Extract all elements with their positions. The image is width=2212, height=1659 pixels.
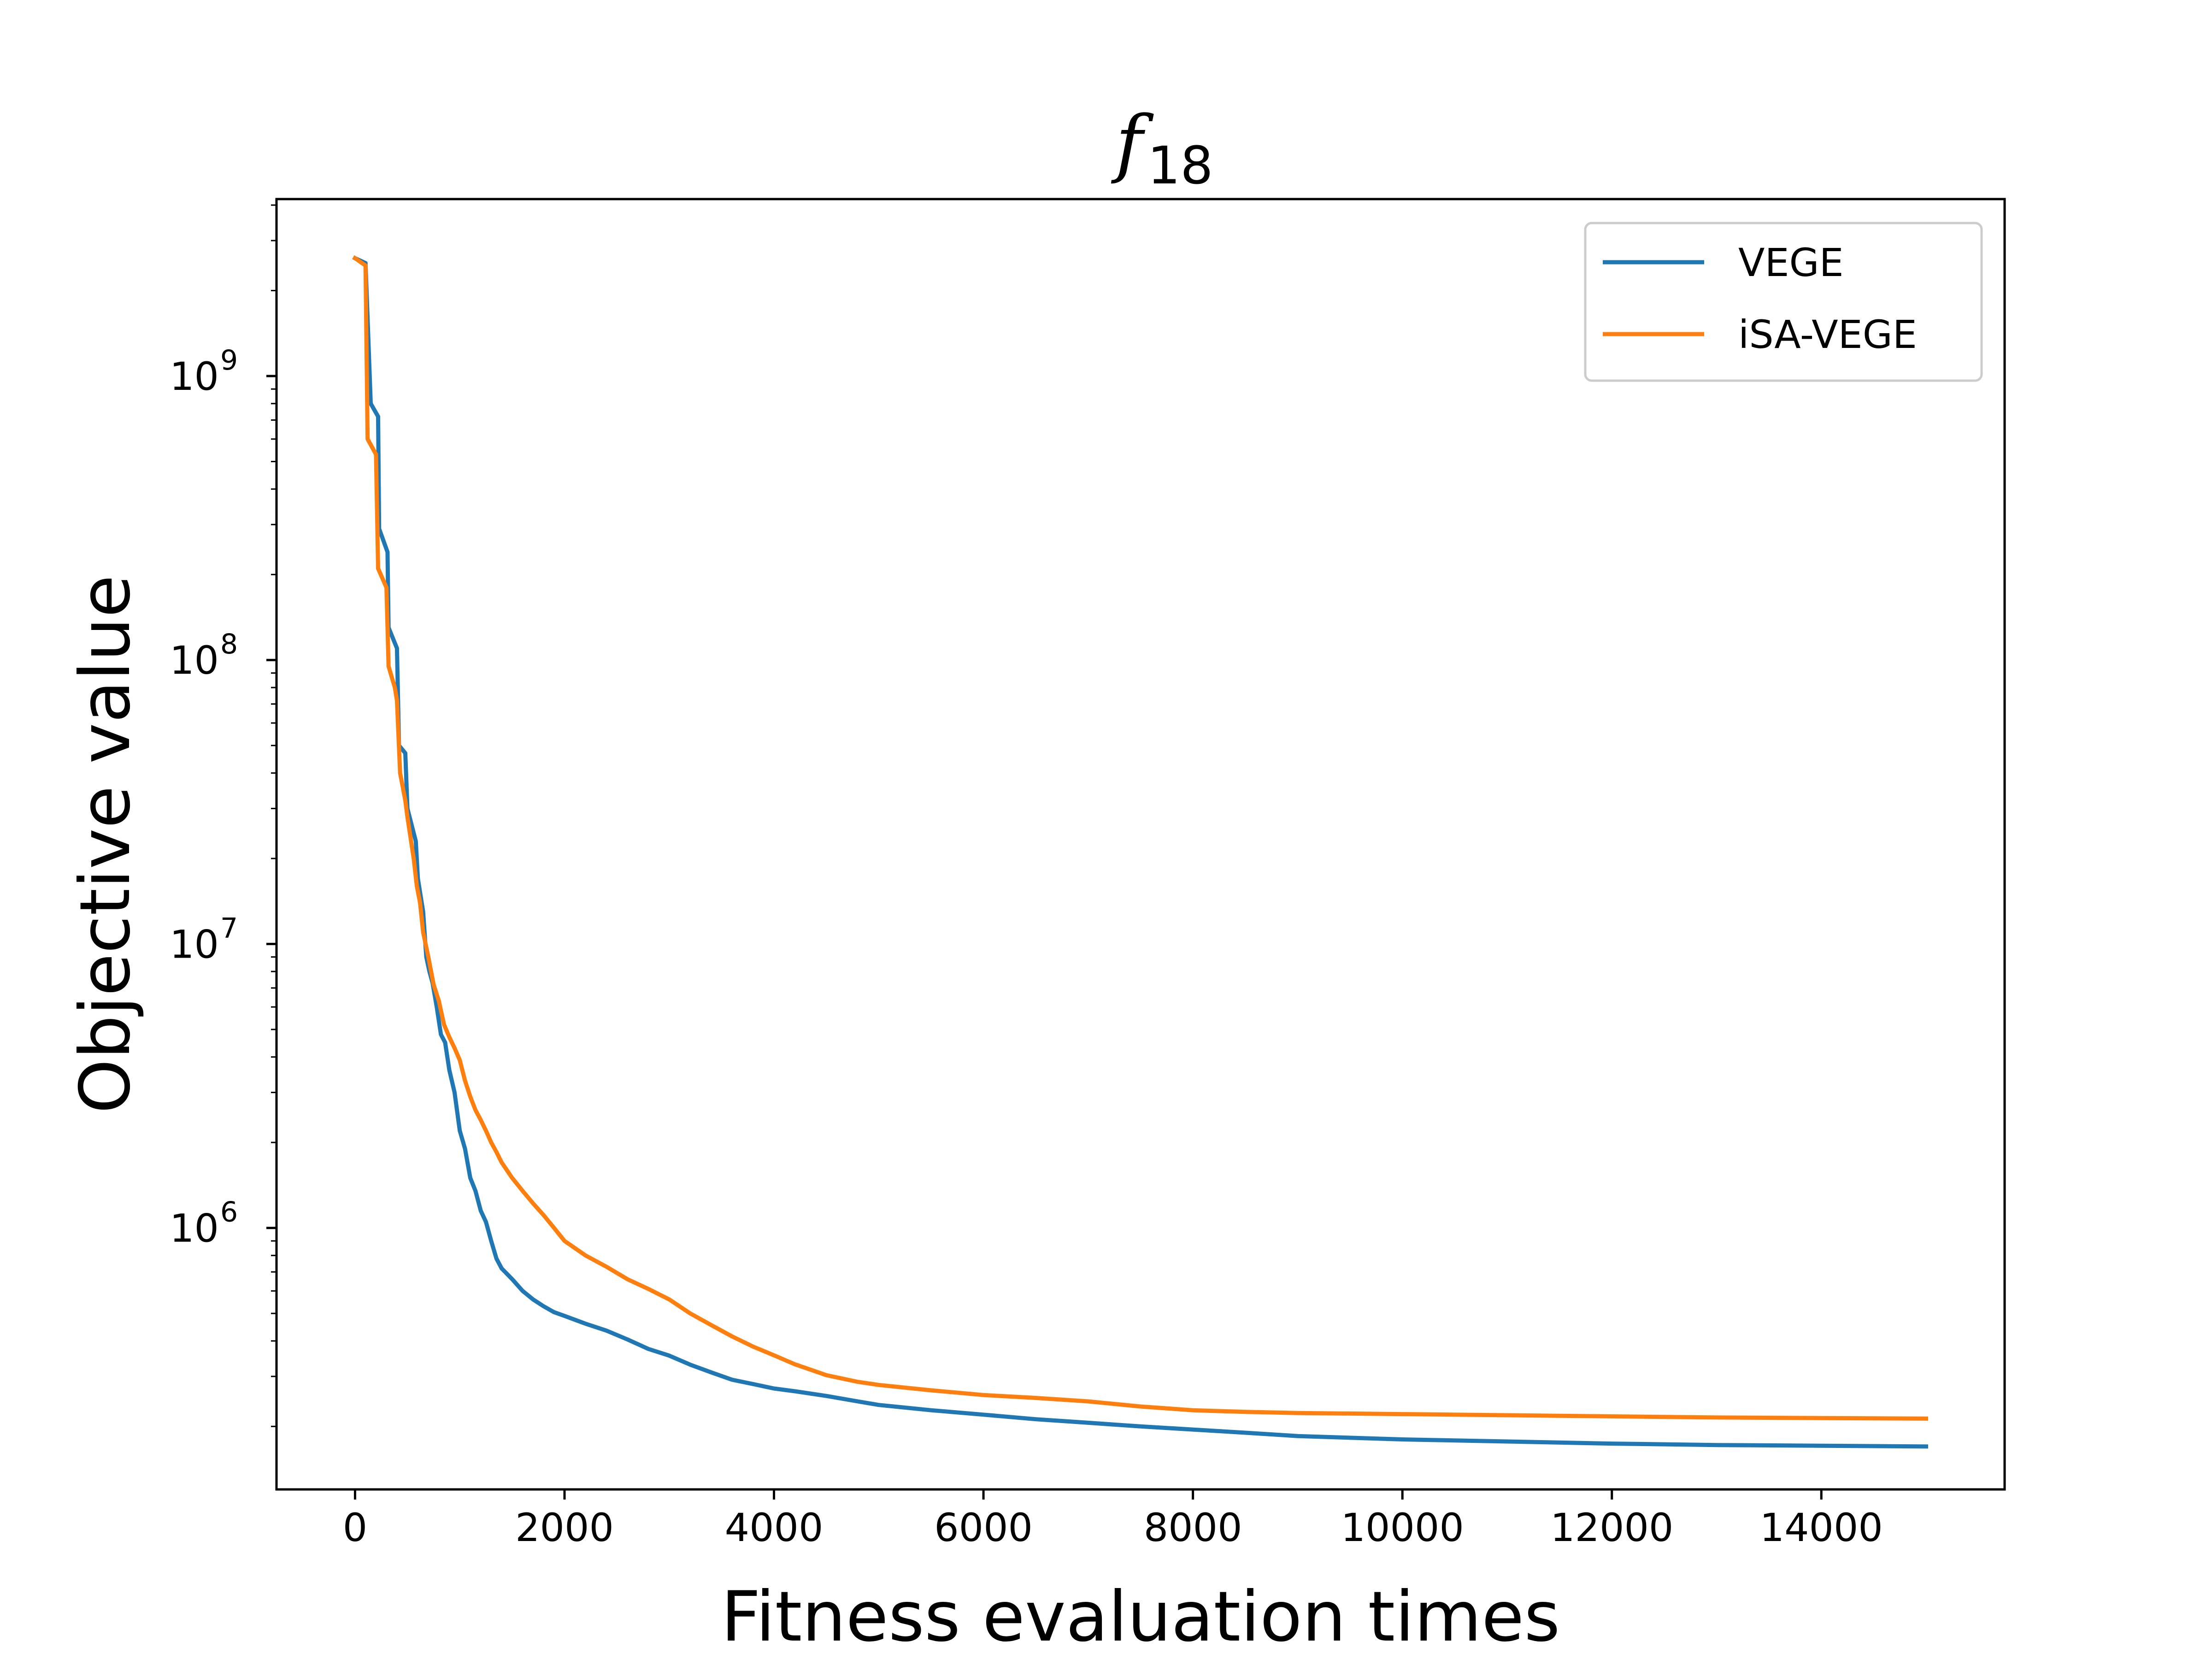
series-layer [352, 255, 1929, 1449]
x-axis-label: Fitness evaluation times [721, 1577, 1560, 1657]
y-tick-label: 10 [170, 354, 219, 399]
series-line-vege [352, 255, 1929, 1449]
y-tick-exponent: 7 [220, 912, 238, 944]
legend-label-isa-vege: iSA-VEGE [1738, 312, 1917, 357]
x-axis: 0 2000 4000 6000 8000 10000 12000 14000 [343, 1489, 1883, 1550]
x-tick-label: 8000 [1144, 1505, 1242, 1550]
plot-frame [275, 198, 2006, 1491]
x-tick-label: 12000 [1550, 1505, 1673, 1550]
y-tick-label: 10 [170, 638, 219, 683]
series-line-isa-vege [352, 255, 1929, 1421]
y-tick-exponent: 6 [220, 1196, 238, 1229]
x-tick-label: 14000 [1760, 1505, 1883, 1550]
chart-title-subscript: 18 [1147, 136, 1213, 196]
x-tick-label: 10000 [1341, 1505, 1464, 1550]
y-tick-exponent: 9 [220, 344, 238, 377]
legend: VEGE iSA-VEGE [1584, 222, 1983, 382]
x-tick-label: 2000 [515, 1505, 614, 1550]
plot-area [275, 198, 2006, 1491]
x-tick-label: 0 [343, 1505, 367, 1550]
y-axis-label: Objective value [65, 575, 146, 1114]
legend-label-vege: VEGE [1738, 240, 1844, 285]
x-tick-label: 6000 [934, 1505, 1033, 1550]
x-tick-label: 4000 [725, 1505, 824, 1550]
y-tick-label: 10 [170, 922, 219, 967]
y-tick-label: 10 [170, 1206, 219, 1251]
y-tick-exponent: 8 [220, 628, 238, 660]
